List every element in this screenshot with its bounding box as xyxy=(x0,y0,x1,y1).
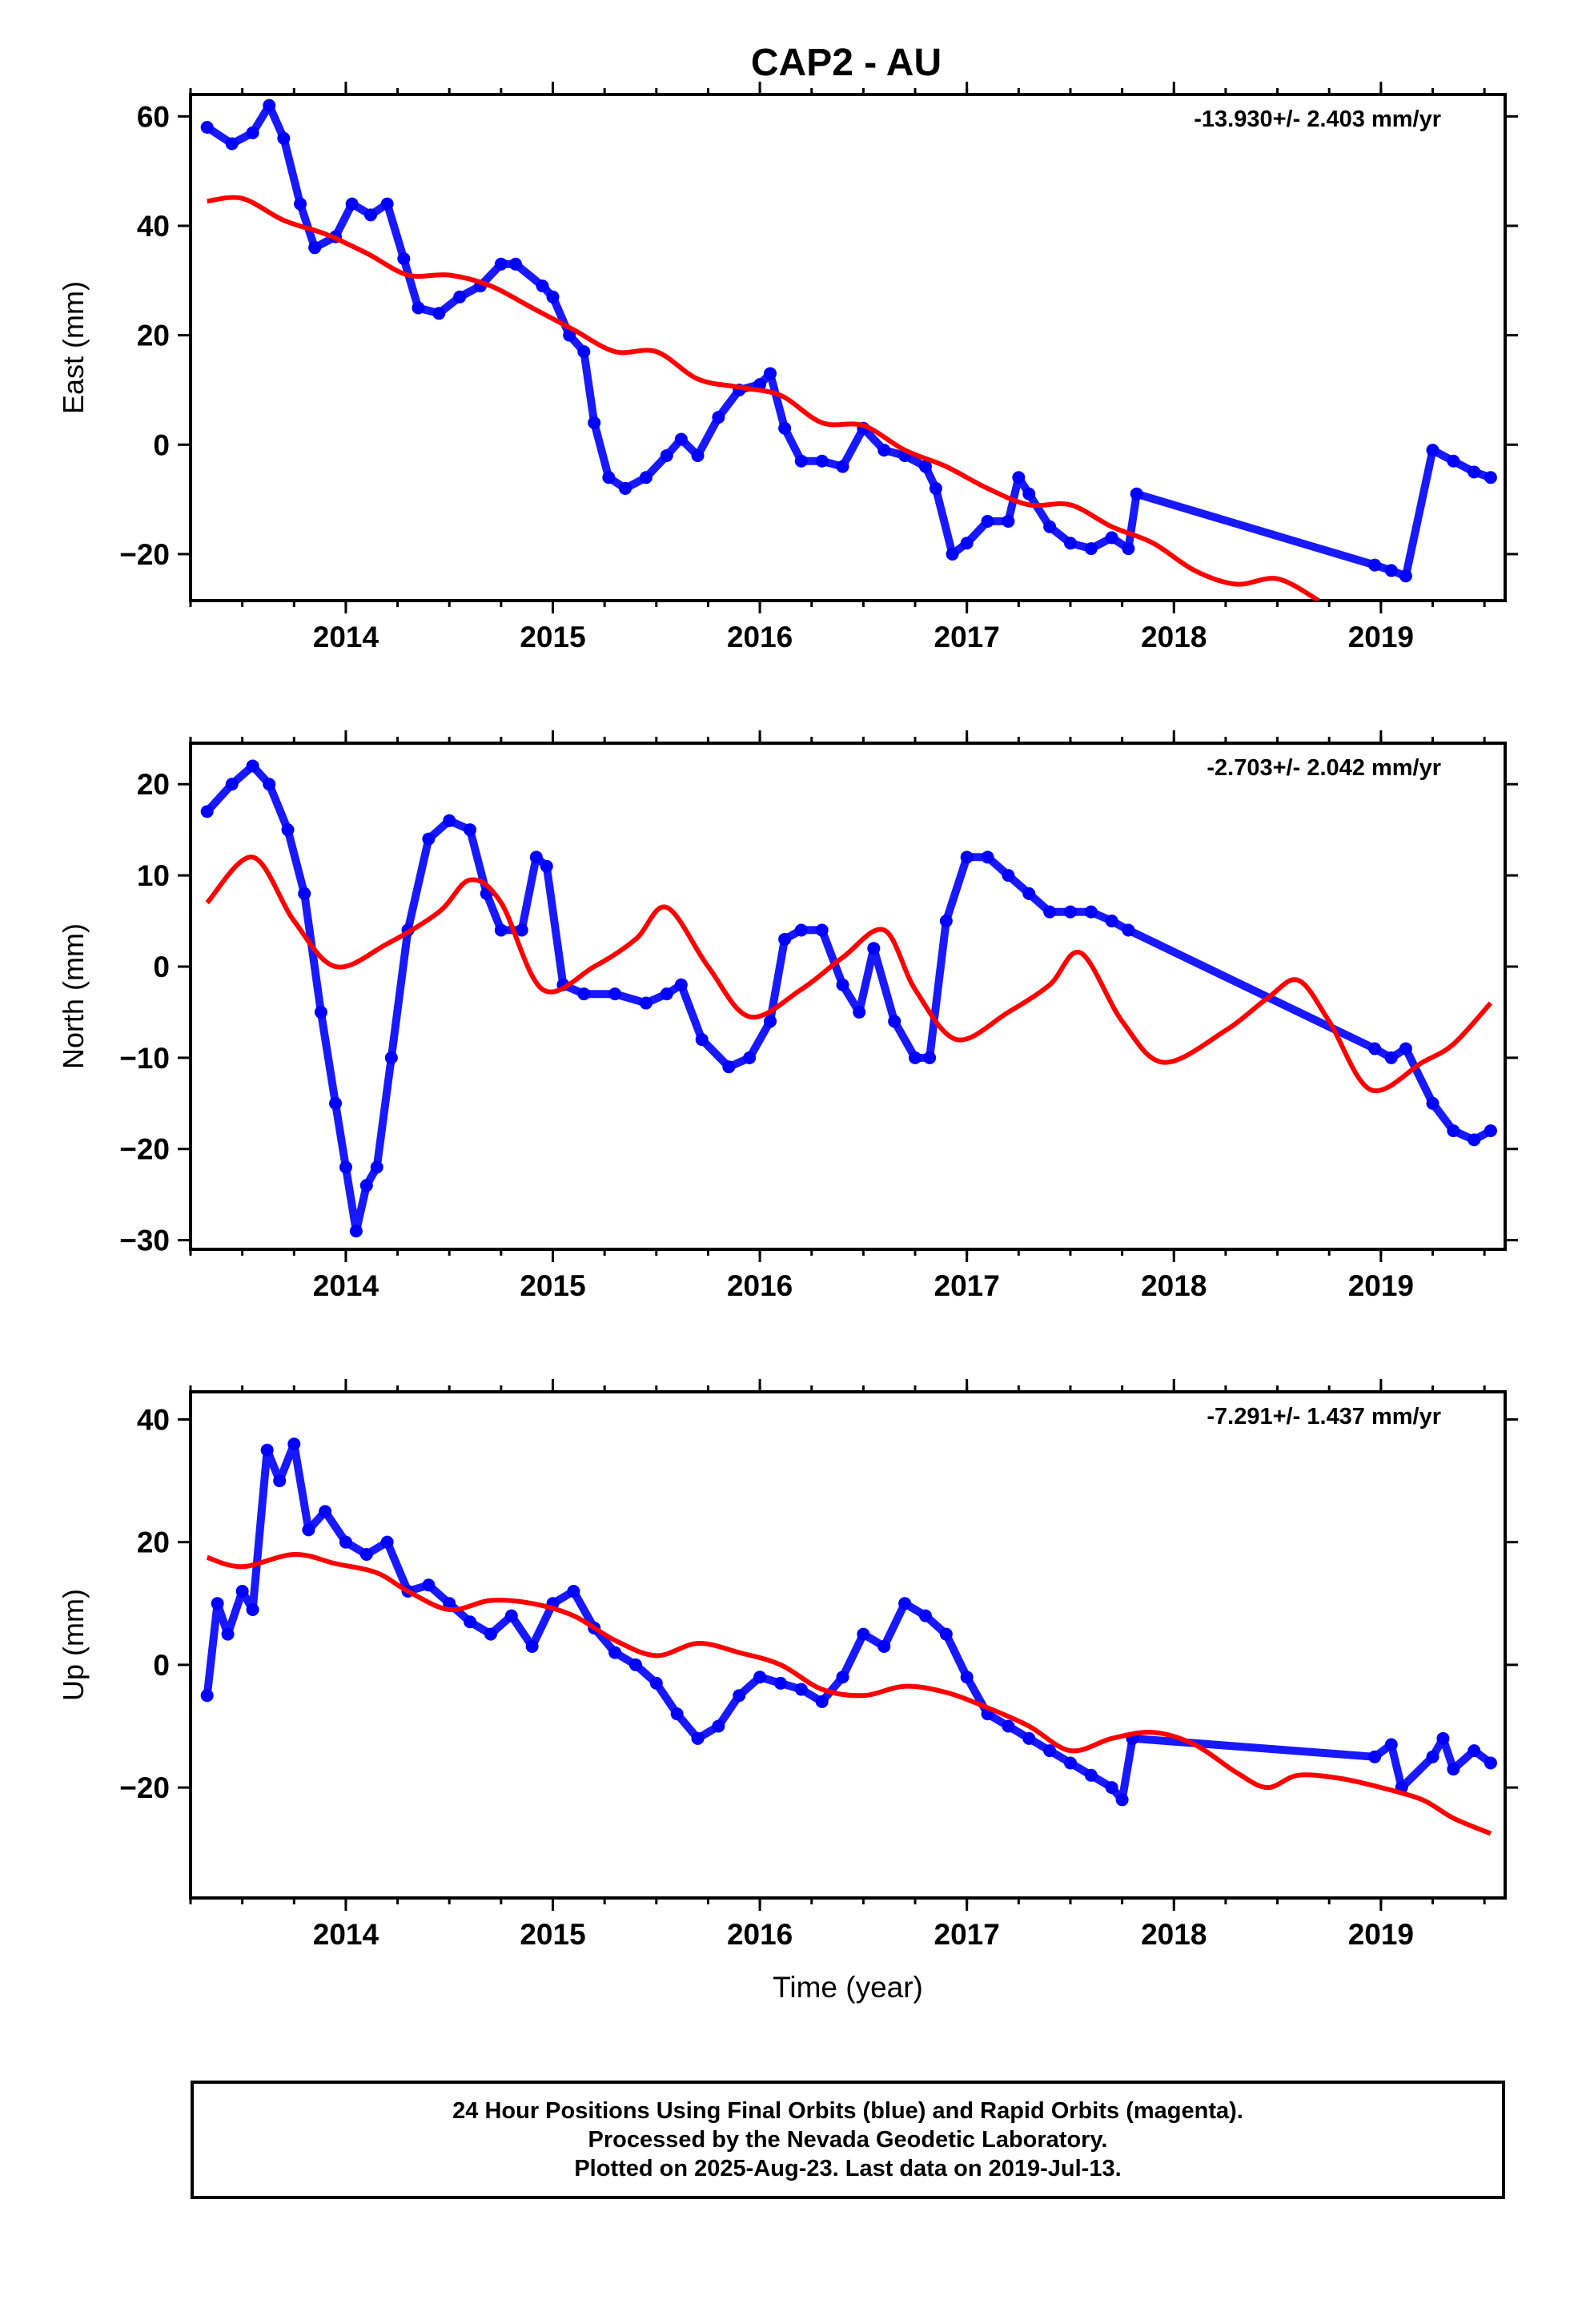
y-tick-label-east: 20 xyxy=(137,320,170,352)
plot-frame-up xyxy=(189,1390,1507,1900)
x-tick-label-up: 2016 xyxy=(727,1918,793,1951)
chart-title: CAP2 - AU xyxy=(751,42,942,84)
x-tick-label-north: 2014 xyxy=(313,1269,379,1302)
y-tick-label-east: 60 xyxy=(137,100,170,133)
data-trace-north xyxy=(203,762,1495,1236)
y-tick-label-north: 10 xyxy=(137,859,170,892)
x-axis-label: Time (year) xyxy=(773,1971,923,2004)
model-line-north xyxy=(205,854,1493,1094)
model-line-east xyxy=(207,195,1320,601)
y-tick-label-up: 20 xyxy=(137,1526,170,1559)
rate-label-north: -2.703+/- 2.042 mm/yr xyxy=(1207,755,1441,781)
caption-line-3: Plotted on 2025-Aug-23. Last data on 201… xyxy=(574,2156,1122,2181)
panel-north: -2.703+/- 2.042 mm/yr North (mm) 2014 201… xyxy=(57,730,1518,1302)
y-axis-label-east: East (mm) xyxy=(57,281,90,414)
x-tick-label-north: 2017 xyxy=(934,1269,1000,1302)
y-tick-label-east: 40 xyxy=(137,210,170,243)
y-tick-label-north: −20 xyxy=(119,1133,170,1166)
y-tick-label-north: 0 xyxy=(153,951,170,983)
y-tick-label-up: 40 xyxy=(137,1403,170,1436)
plot-frame-east xyxy=(189,93,1507,602)
y-tick-label-north: −10 xyxy=(119,1042,170,1075)
model-line-up xyxy=(206,1551,1492,1836)
x-tick-label-up: 2015 xyxy=(520,1918,585,1951)
plot-area-up xyxy=(200,1437,1497,1836)
y-tick-label-east: 0 xyxy=(153,428,170,461)
x-tick-label-north: 2015 xyxy=(520,1269,585,1302)
caption-line-1: 24 Hour Positions Using Final Orbits (bl… xyxy=(452,2098,1243,2124)
x-tick-label-east: 2014 xyxy=(313,621,379,653)
y-tick-label-east: −20 xyxy=(119,538,170,571)
y-tick-label-up: 0 xyxy=(153,1649,170,1682)
plot-area-north xyxy=(200,759,1497,1238)
x-tick-label-up: 2017 xyxy=(934,1918,1000,1951)
x-tick-label-east: 2019 xyxy=(1348,621,1414,653)
x-tick-label-up: 2014 xyxy=(313,1918,379,1951)
x-tick-label-north: 2016 xyxy=(727,1269,793,1302)
panel-up: -7.291+/- 1.437 mm/yr Up (mm) 2014 2015 20… xyxy=(57,1379,1518,1951)
x-tick-label-up: 2018 xyxy=(1141,1918,1207,1951)
data-trace-east xyxy=(203,101,1495,581)
x-tick-label-north: 2018 xyxy=(1141,1269,1207,1302)
x-tick-label-east: 2018 xyxy=(1141,621,1207,653)
x-tick-label-east: 2016 xyxy=(727,621,793,653)
caption-box: 24 Hour Positions Using Final Orbits (bl… xyxy=(191,2081,1505,2199)
rate-label-east: -13.930+/- 2.403 mm/yr xyxy=(1194,107,1441,132)
y-tick-label-north: −30 xyxy=(119,1224,170,1257)
y-tick-label-up: −20 xyxy=(119,1771,170,1804)
caption-line-2: Processed by the Nevada Geodetic Laborat… xyxy=(588,2127,1108,2153)
y-tick-label-north: 20 xyxy=(137,768,170,801)
plot-area-east xyxy=(200,99,1497,601)
x-tick-label-north: 2019 xyxy=(1348,1269,1414,1302)
y-axis-label-up: Up (mm) xyxy=(57,1589,90,1701)
y-axis-label-north: North (mm) xyxy=(57,923,90,1069)
rate-label-up: -7.291+/- 1.437 mm/yr xyxy=(1207,1404,1441,1429)
x-tick-label-east: 2015 xyxy=(520,621,585,653)
x-tick-label-east: 2017 xyxy=(934,621,1000,653)
x-tick-label-up: 2019 xyxy=(1348,1918,1414,1951)
panel-east: -13.930+/- 2.403 mm/yr East (mm) 2014 201… xyxy=(57,82,1518,653)
data-trace-up xyxy=(203,1440,1495,1804)
